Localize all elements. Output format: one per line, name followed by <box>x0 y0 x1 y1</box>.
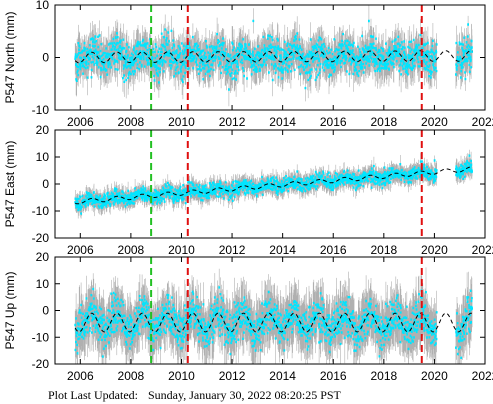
y-tick-label: 20 <box>36 123 50 137</box>
x-tick-label: 2018 <box>370 243 397 257</box>
y-tick-label: 0 <box>42 177 49 191</box>
x-tick-label: 2008 <box>118 115 145 129</box>
plot-area <box>74 149 473 219</box>
x-tick-label: 2016 <box>320 243 347 257</box>
x-tick-label: 2010 <box>168 115 195 129</box>
x-tick-label: 2014 <box>269 115 296 129</box>
x-tick-label: 2006 <box>67 243 94 257</box>
y-tick-label: -10 <box>32 330 50 344</box>
panel-east: 200620082010201220142016201820202022-20-… <box>3 123 493 257</box>
panel-up: 200620082010201220142016201820202022-20-… <box>3 250 493 383</box>
x-tick-label: 2016 <box>320 115 347 129</box>
observation-points <box>74 154 473 215</box>
y-tick-label: 0 <box>42 51 49 65</box>
footer-timestamp: Sunday, January 30, 2022 08:20:25 PST <box>148 388 342 402</box>
y-axis-title: P547 North (mm) <box>3 11 17 103</box>
x-tick-label: 2012 <box>219 243 246 257</box>
y-tick-label: 10 <box>36 150 50 164</box>
x-tick-label: 2022 <box>472 369 493 383</box>
x-tick-label: 2020 <box>421 369 448 383</box>
x-tick-label: 2018 <box>370 369 397 383</box>
y-tick-label: 10 <box>36 0 50 12</box>
x-tick-label: 2008 <box>118 243 145 257</box>
x-tick-label: 2010 <box>168 243 195 257</box>
plot-area <box>74 267 473 364</box>
x-tick-label: 2006 <box>67 115 94 129</box>
x-tick-label: 2010 <box>168 369 195 383</box>
x-tick-label: 2020 <box>421 115 448 129</box>
plot-area <box>74 5 473 107</box>
model-curve <box>74 50 473 64</box>
y-axis-title: P547 Up (mm) <box>3 271 17 349</box>
x-tick-label: 2018 <box>370 115 397 129</box>
y-tick-label: 10 <box>36 277 50 291</box>
x-tick-label: 2022 <box>472 115 493 129</box>
observation-points <box>74 19 473 91</box>
y-axis-title: P547 East (mm) <box>3 141 17 228</box>
y-tick-label: -20 <box>32 231 50 245</box>
y-tick-label: 20 <box>36 250 50 264</box>
x-tick-label: 2016 <box>320 369 347 383</box>
x-tick-label: 2012 <box>219 115 246 129</box>
x-tick-label: 2006 <box>67 369 94 383</box>
x-tick-label: 2022 <box>472 243 493 257</box>
x-tick-label: 2012 <box>219 369 246 383</box>
x-tick-label: 2014 <box>269 243 296 257</box>
observation-points <box>74 286 473 359</box>
footer-label: Plot Last Updated: <box>48 388 138 402</box>
x-tick-label: 2008 <box>118 369 145 383</box>
y-tick-label: -10 <box>32 103 50 117</box>
x-tick-label: 2020 <box>421 243 448 257</box>
model-curve <box>75 166 473 205</box>
y-tick-label: -10 <box>32 204 50 218</box>
panel-north: 2006 2008 2010 2012 2014 2016 2018 2020 2022 -10 0… <box>3 0 493 129</box>
x-tick-label: 2014 <box>269 369 296 383</box>
model-curve <box>74 312 473 333</box>
y-tick-label: 0 <box>42 304 49 318</box>
y-tick-label: -20 <box>32 357 50 371</box>
